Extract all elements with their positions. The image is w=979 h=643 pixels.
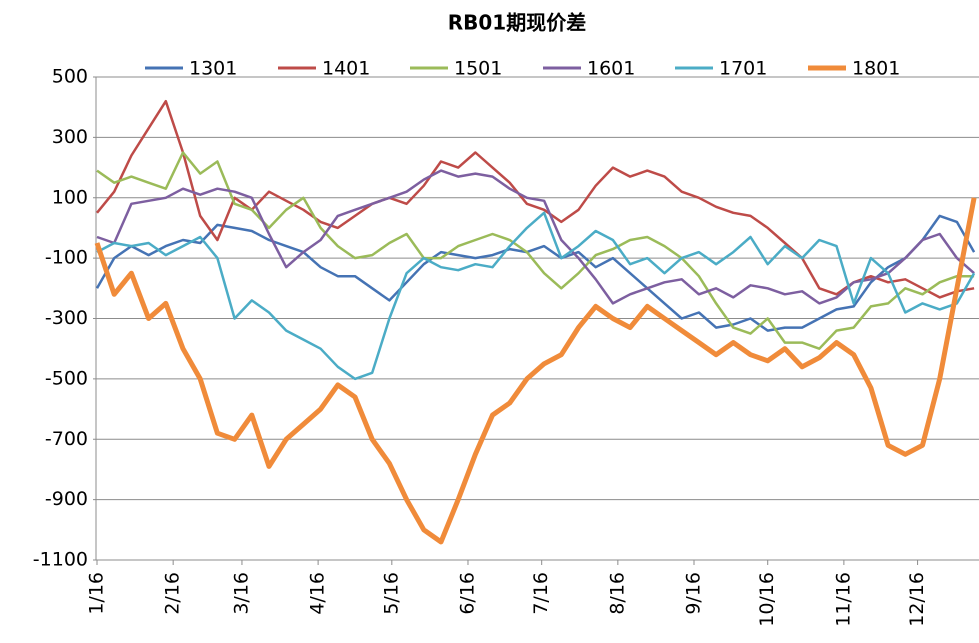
- series-line: [94, 197, 977, 545]
- y-tick-label: 300: [52, 126, 88, 148]
- series-line: [96, 151, 975, 350]
- legend-label: 1401: [322, 58, 370, 80]
- y-tick-label: 100: [52, 186, 88, 208]
- legend-label: 1501: [454, 58, 502, 80]
- x-tick-label: 7/16: [530, 572, 552, 615]
- x-tick-label: 9/16: [683, 572, 705, 615]
- chart-title: RB01期现价差: [448, 11, 586, 35]
- x-tick-label: 2/16: [162, 572, 184, 615]
- legend-label: 1301: [189, 58, 237, 80]
- x-tick-label: 1/16: [86, 572, 108, 615]
- x-tick-label: 11/16: [832, 572, 854, 627]
- series-line: [95, 214, 976, 332]
- y-tick-label: -700: [45, 428, 88, 450]
- y-tick-label: -500: [45, 367, 88, 389]
- x-tick-label: 8/16: [606, 572, 628, 615]
- y-tick-label: -100: [45, 247, 88, 269]
- x-tick-label: 3/16: [230, 572, 252, 615]
- x-tick-label: 4/16: [307, 572, 329, 615]
- y-tick-label: -1100: [33, 549, 88, 571]
- y-tick-label: -900: [45, 488, 88, 510]
- x-tick-label: 10/16: [756, 572, 778, 627]
- y-tick-label: 500: [52, 66, 88, 88]
- x-tick-label: 5/16: [380, 572, 402, 615]
- y-tick-label: -300: [45, 307, 88, 329]
- x-tick-label: 6/16: [456, 572, 478, 615]
- x-tick-label: 12/16: [906, 572, 928, 627]
- series-line: [96, 169, 975, 305]
- legend-label: 1701: [719, 58, 767, 80]
- series-line: [96, 99, 975, 299]
- legend-label: 1801: [852, 58, 900, 80]
- series-line: [96, 211, 976, 381]
- legend-label: 1601: [587, 58, 635, 80]
